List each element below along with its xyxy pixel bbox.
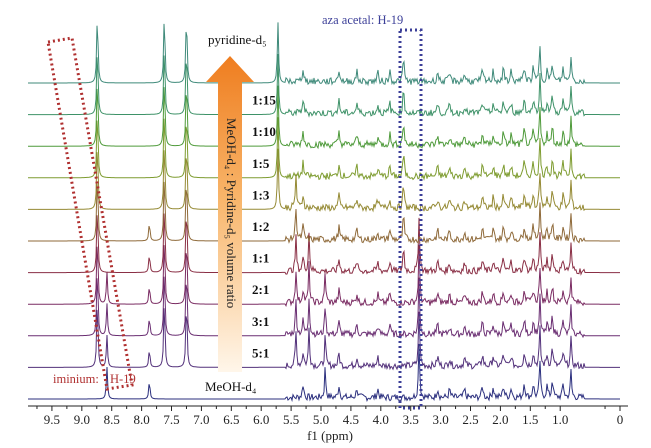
x-tick-label: 8.0 (133, 412, 149, 427)
x-tick-label: 4.5 (343, 412, 359, 427)
spectrum-trace-5-1 (28, 308, 620, 371)
arrow-caption: MeOH-d₄ : Pyridine-d₅ volume ratio (224, 118, 239, 308)
series-label-1-2: 1:2 (252, 219, 269, 234)
aza-acetal-highlight-box (398, 28, 423, 410)
aza-acetal-label: aza acetal: H-19 (322, 13, 403, 27)
x-tick-label: 5.0 (313, 412, 329, 427)
series-label-5-1: 5:1 (252, 345, 269, 360)
spectrum-trace-MeOH-d- (28, 343, 620, 403)
spectrum-trace-1-2 (28, 181, 620, 244)
x-axis-title: f1 (ppm) (307, 428, 353, 443)
x-tick-label: 8.5 (104, 412, 120, 427)
x-tick-label: 0 (617, 412, 624, 427)
spectrum-trace-1-3 (28, 148, 620, 213)
x-tick-label: 1.0 (552, 412, 568, 427)
x-tick-label: 2.0 (492, 412, 508, 427)
x-tick-label: 9.5 (44, 412, 60, 427)
x-tick-label: 9.0 (74, 412, 90, 427)
x-tick-label: 2.5 (462, 412, 478, 427)
x-tick-label: 7.5 (163, 412, 179, 427)
x-tick-label: 6.0 (253, 412, 269, 427)
series-label-1-1: 1:1 (252, 251, 269, 266)
series-label-MeOH-d-: MeOH-d₄ (205, 379, 257, 394)
series-label-3-1: 3:1 (252, 314, 269, 329)
series-label-1-5: 1:5 (252, 156, 270, 171)
iminium-h19-label: H-19 (110, 372, 136, 386)
spectrum-trace-1-10 (28, 85, 620, 150)
iminium-label: iminium: (53, 372, 99, 386)
x-tick-label: 1.5 (522, 412, 538, 427)
spectrum-trace-pyridine-d- (28, 22, 620, 87)
spectrum-trace-2-1 (28, 244, 620, 307)
iminium-highlight-box (46, 36, 134, 391)
x-tick-label: 6.5 (223, 412, 239, 427)
series-label-1-15: 1:15 (252, 93, 276, 108)
spectrum-trace-1-1 (28, 213, 620, 276)
ratio-arrow: MeOH-d₄ : Pyridine-d₅ volume ratio (206, 56, 254, 372)
series-label-1-3: 1:3 (252, 187, 270, 202)
series-label-2-1: 2:1 (252, 282, 269, 297)
spectrum-trace-3-1 (28, 276, 620, 340)
series-label-1-10: 1:10 (252, 124, 276, 139)
x-tick-label: 4.0 (373, 412, 389, 427)
x-axis: 9.5 9.0 8.5 8.0 7.5 7.0 6.5 6.0 5.5 5.0 4.5 4.0 3.5 3… (28, 405, 628, 427)
spectrum-trace-1-5 (28, 117, 620, 181)
ratio-labels: MeOH-d₄ 5:1 3:1 2:1 1:1 1:2 1:3 1:5 1:10 1:15 pyri… (205, 32, 276, 394)
x-tick-label: 7.0 (193, 412, 209, 427)
x-tick-label: 3.0 (432, 412, 448, 427)
x-tick-label: 5.5 (283, 412, 299, 427)
x-tick-label: 3.5 (403, 412, 419, 427)
series-label-pyridine-d-: pyridine-d₅ (208, 32, 267, 47)
spectrum-trace-1-15 (28, 53, 620, 118)
spectra-group (28, 22, 620, 403)
